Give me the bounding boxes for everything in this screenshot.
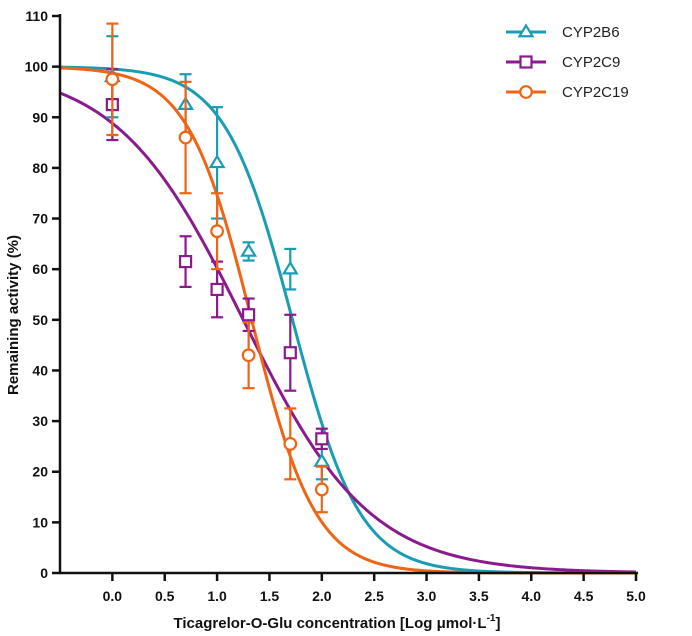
- x-tick-label: 3.5: [469, 588, 489, 604]
- point-cyp2c19: [105, 72, 120, 87]
- x-axis-title-main: Ticagrelor-O-Glu concentration [Log μmol…: [174, 615, 487, 632]
- x-tick-label: 4.0: [522, 588, 542, 604]
- y-tick-label: 40: [32, 362, 48, 378]
- x-tick-label: 1.5: [260, 588, 280, 604]
- y-axis-ticks: 0 10 20 30 40 50 60 70 80 90 100 110: [25, 8, 60, 581]
- x-tick-label: 2.5: [364, 588, 384, 604]
- fit-curve-cyp2c9: [59, 91, 637, 574]
- series-cyp2c19: [105, 22, 329, 514]
- y-tick-label: 30: [32, 413, 48, 429]
- point-cyp2c19: [283, 436, 298, 451]
- y-axis-title: Remaining activity (%): [5, 235, 22, 395]
- x-axis-title-suffix: ]: [495, 615, 500, 632]
- legend-marker-cyp2c19: [519, 85, 533, 99]
- point-cyp2c9: [178, 254, 193, 269]
- fit-curve-cyp2c19: [59, 66, 636, 575]
- x-tick-label: 4.5: [574, 588, 594, 604]
- x-tick-label: 3.0: [417, 588, 437, 604]
- point-cyp2c19: [241, 348, 256, 363]
- y-tick-label: 50: [32, 312, 48, 328]
- point-cyp2c9: [210, 282, 224, 297]
- point-cyp2c9: [242, 308, 256, 322]
- point-cyp2c9: [283, 346, 297, 360]
- y-tick-label: 10: [32, 514, 48, 530]
- point-cyp2b6: [240, 242, 258, 257]
- point-cyp2b6: [281, 260, 299, 275]
- legend-label-cyp2b6: CYP2B6: [562, 24, 620, 41]
- data-points: [103, 22, 331, 514]
- point-cyp2c9: [315, 432, 329, 446]
- point-cyp2b6: [313, 452, 331, 467]
- fit-curves: [59, 65, 637, 575]
- x-axis-title: Ticagrelor-O-Glu concentration [Log μmol…: [174, 613, 501, 632]
- y-tick-label: 70: [32, 211, 48, 227]
- legend-item-cyp2c9: CYP2C9: [506, 54, 620, 71]
- x-tick-label: 1.0: [207, 588, 227, 604]
- x-axis-ticks: 0.0 0.5 1.0 1.5 2.0 2.5 3.0 3.5 4.0 4.5 5.0: [103, 573, 646, 604]
- y-tick-label: 0: [40, 565, 48, 581]
- y-tick-label: 90: [32, 109, 48, 125]
- y-tick-label: 100: [25, 59, 49, 75]
- x-axis-title-superscript: -1: [487, 613, 496, 624]
- legend-label-cyp2c19: CYP2C19: [562, 84, 629, 101]
- y-tick-label: 60: [32, 261, 48, 277]
- fit-curve-cyp2b6: [59, 65, 636, 575]
- point-cyp2b6: [208, 154, 226, 169]
- x-tick-label: 5.0: [626, 588, 646, 604]
- legend-label-cyp2c9: CYP2C9: [562, 54, 620, 71]
- y-tick-label: 110: [25, 8, 48, 24]
- x-tick-label: 0.5: [155, 588, 175, 604]
- x-tick-label: 0.0: [103, 588, 123, 604]
- point-cyp2c19: [314, 482, 329, 497]
- legend-marker-cyp2c9: [519, 55, 533, 69]
- legend-item-cyp2c19: CYP2C19: [506, 84, 629, 101]
- legend-marker-cyp2b6: [517, 23, 535, 38]
- y-tick-label: 20: [32, 464, 48, 480]
- axes: [58, 14, 638, 575]
- point-cyp2c19: [178, 130, 193, 145]
- point-cyp2c19: [210, 224, 224, 239]
- legend-item-cyp2b6: CYP2B6: [506, 23, 620, 41]
- legend: CYP2B6 CYP2C9 CYP2C19: [506, 23, 629, 101]
- x-tick-label: 2.0: [312, 588, 332, 604]
- y-tick-label: 80: [32, 160, 48, 176]
